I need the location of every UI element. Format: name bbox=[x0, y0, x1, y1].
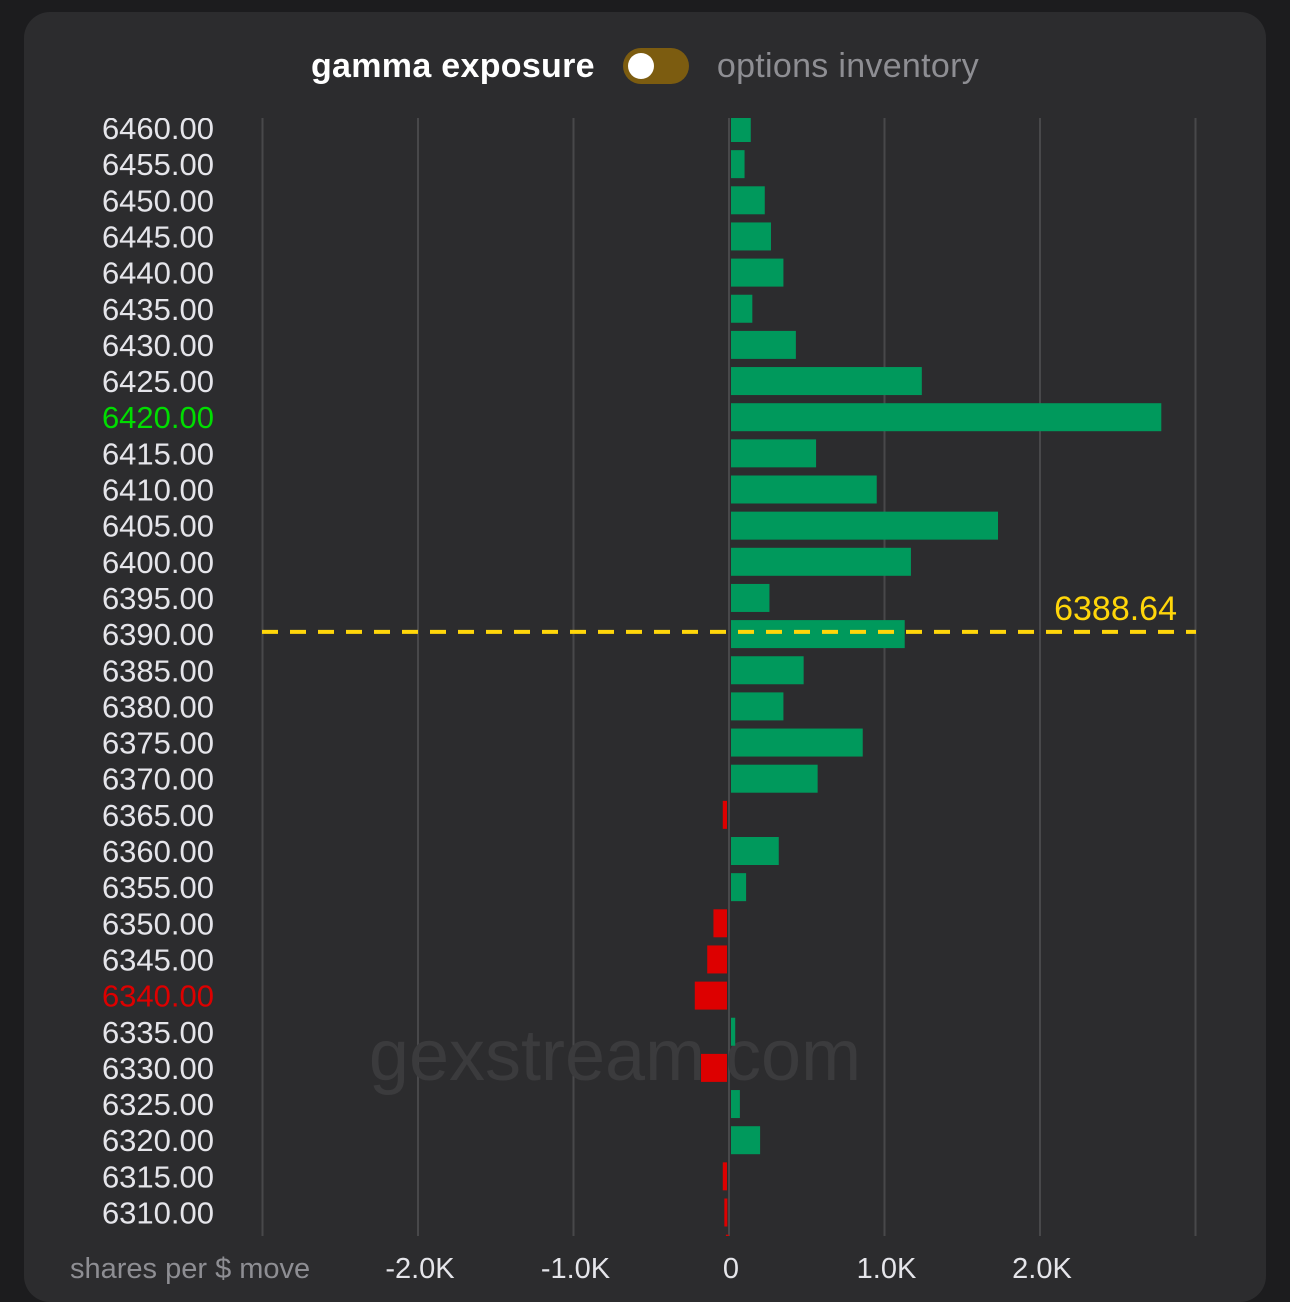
bar-6405.00[interactable] bbox=[731, 511, 999, 540]
mode-toggle-bar: gamma exposure options inventory bbox=[24, 36, 1266, 96]
bar-6385.00[interactable] bbox=[731, 656, 804, 685]
toggle-knob bbox=[627, 53, 654, 79]
y-tick-label: 6420.00 bbox=[102, 400, 214, 435]
mode-toggle-switch[interactable] bbox=[622, 48, 689, 84]
grid-layer bbox=[261, 118, 1197, 1236]
y-tick-label: 6375.00 bbox=[102, 726, 214, 761]
y-tick-label: 6350.00 bbox=[102, 906, 214, 941]
bar-6445.00[interactable] bbox=[731, 222, 771, 251]
y-tick-label: 6315.00 bbox=[102, 1159, 214, 1194]
spot-price-label: 6388.64 bbox=[1054, 590, 1177, 628]
y-tick-labels: 6460.006455.006450.006445.006440.006435.… bbox=[102, 111, 214, 1267]
y-tick-label: 6445.00 bbox=[102, 219, 214, 254]
bar-6400.00[interactable] bbox=[731, 547, 911, 576]
y-tick-label: 6400.00 bbox=[102, 545, 214, 580]
bar-6345.00[interactable] bbox=[707, 945, 727, 974]
bar-6420.00[interactable] bbox=[731, 403, 1162, 432]
bar-6390.00[interactable] bbox=[731, 620, 905, 649]
y-tick-label: 6450.00 bbox=[102, 183, 214, 218]
bar-6375.00[interactable] bbox=[731, 728, 863, 757]
bar-6305.00[interactable] bbox=[725, 1234, 729, 1263]
y-tick-label: 6410.00 bbox=[102, 473, 214, 508]
bar-6430.00[interactable] bbox=[731, 330, 796, 359]
gamma-exposure-label[interactable]: gamma exposure bbox=[310, 46, 595, 85]
bar-6360.00[interactable] bbox=[731, 837, 779, 865]
bar-6395.00[interactable] bbox=[731, 583, 770, 612]
bar-6310.00[interactable] bbox=[724, 1198, 728, 1227]
y-tick-label: 6425.00 bbox=[102, 364, 214, 399]
y-tick-label: 6310.00 bbox=[102, 1196, 214, 1231]
bar-6340.00[interactable] bbox=[694, 981, 727, 1010]
y-tick-label: 6430.00 bbox=[102, 328, 214, 363]
y-tick-label: 6305.00 bbox=[102, 1232, 214, 1267]
x-tick-label: -1.0K bbox=[541, 1253, 611, 1285]
bar-6320.00[interactable] bbox=[731, 1126, 761, 1155]
x-tick-label: 2.0K bbox=[1012, 1253, 1072, 1285]
x-tick-label: -2.0K bbox=[385, 1253, 455, 1285]
bar-6325.00[interactable] bbox=[731, 1090, 740, 1119]
y-tick-label: 6355.00 bbox=[102, 870, 214, 905]
bars-layer bbox=[694, 114, 1162, 1263]
bar-6425.00[interactable] bbox=[731, 367, 922, 396]
y-tick-label: 6365.00 bbox=[102, 798, 214, 833]
y-tick-label: 6340.00 bbox=[102, 979, 214, 1014]
bar-6415.00[interactable] bbox=[731, 439, 817, 468]
y-tick-label: 6415.00 bbox=[102, 436, 214, 471]
bar-6460.00[interactable] bbox=[731, 114, 751, 142]
bar-6315.00[interactable] bbox=[722, 1162, 727, 1191]
y-tick-label: 6405.00 bbox=[102, 509, 214, 544]
options-inventory-label[interactable]: options inventory bbox=[716, 46, 980, 85]
y-tick-label: 6330.00 bbox=[102, 1051, 214, 1086]
y-tick-label: 6390.00 bbox=[102, 617, 214, 652]
bar-6330.00[interactable] bbox=[701, 1053, 727, 1082]
bar-6355.00[interactable] bbox=[731, 873, 747, 902]
y-tick-label: 6370.00 bbox=[102, 762, 214, 797]
y-tick-label: 6460.00 bbox=[102, 111, 214, 146]
bar-6440.00[interactable] bbox=[731, 258, 784, 287]
y-tick-label: 6335.00 bbox=[102, 1015, 214, 1050]
y-tick-label: 6320.00 bbox=[102, 1123, 214, 1158]
chart-panel bbox=[24, 12, 1266, 1302]
y-tick-label: 6435.00 bbox=[102, 292, 214, 327]
x-axis-label: shares per $ move bbox=[70, 1253, 310, 1285]
bar-6435.00[interactable] bbox=[731, 294, 753, 323]
y-tick-label: 6380.00 bbox=[102, 689, 214, 724]
bar-6365.00[interactable] bbox=[722, 800, 727, 829]
bar-6410.00[interactable] bbox=[731, 475, 877, 504]
bar-6335.00[interactable] bbox=[731, 1017, 736, 1046]
bar-6350.00[interactable] bbox=[713, 909, 727, 938]
bar-6455.00[interactable] bbox=[731, 150, 745, 179]
y-tick-label: 6360.00 bbox=[102, 834, 214, 869]
x-tick-label: 1.0K bbox=[857, 1253, 917, 1285]
y-tick-label: 6325.00 bbox=[102, 1087, 214, 1122]
spot-price-layer: 6388.64 bbox=[262, 590, 1196, 634]
watermark-layer: gexstream.com bbox=[369, 1016, 861, 1096]
y-tick-label: 6345.00 bbox=[102, 942, 214, 977]
watermark-text: gexstream.com bbox=[369, 1016, 861, 1096]
x-tick-label: 0 bbox=[723, 1253, 739, 1285]
bar-6450.00[interactable] bbox=[731, 186, 765, 215]
bar-6380.00[interactable] bbox=[731, 692, 784, 721]
x-axis: shares per $ move -2.0K -1.0K 0 1.0K 2.0K bbox=[70, 1253, 1072, 1285]
y-tick-label: 6395.00 bbox=[102, 581, 214, 616]
bar-6370.00[interactable] bbox=[731, 764, 818, 793]
y-tick-label: 6440.00 bbox=[102, 256, 214, 291]
y-tick-label: 6455.00 bbox=[102, 147, 214, 182]
y-tick-label: 6385.00 bbox=[102, 653, 214, 688]
